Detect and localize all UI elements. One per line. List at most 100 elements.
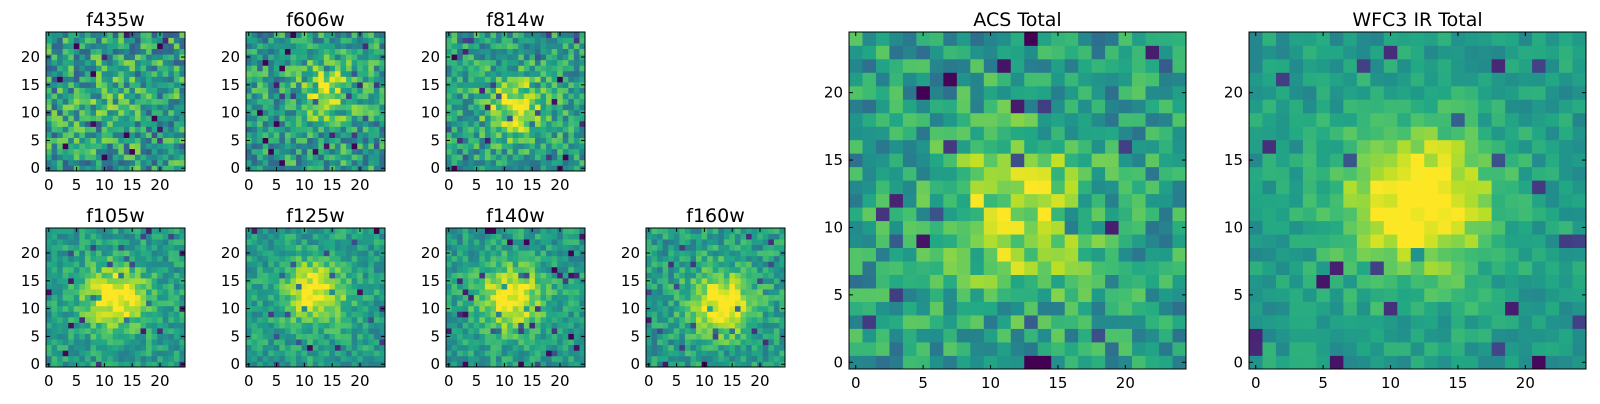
heatmap-cell	[763, 334, 769, 340]
heatmap-cell	[513, 284, 519, 290]
heatmap-cell	[152, 99, 158, 105]
heatmap-cell	[713, 356, 719, 362]
heatmap-cell	[452, 267, 458, 273]
heatmap-cell	[279, 323, 285, 329]
heatmap-cell	[85, 267, 91, 273]
heatmap-cell	[324, 76, 330, 82]
heatmap-cell	[163, 149, 169, 155]
heatmap-cell	[313, 350, 319, 356]
heatmap-cell	[496, 104, 502, 110]
heatmap-cell	[318, 245, 324, 251]
heatmap-cell	[568, 361, 574, 367]
heatmap-cell	[657, 323, 663, 329]
heatmap-cell	[546, 272, 552, 278]
heatmap-cell	[57, 261, 63, 267]
heatmap-cell	[752, 350, 758, 356]
heatmap-cell	[518, 345, 524, 351]
heatmap-cell	[446, 149, 452, 155]
heatmap-cell	[490, 99, 496, 105]
heatmap-cell	[174, 272, 180, 278]
heatmap-cell	[374, 356, 380, 362]
heatmap-cell	[135, 54, 141, 60]
heatmap-cell	[474, 317, 480, 323]
heatmap-cell	[652, 267, 658, 273]
heatmap-cell	[452, 272, 458, 278]
heatmap-cell	[496, 339, 502, 345]
heatmap-cell	[696, 317, 702, 323]
heatmap-cell	[729, 328, 735, 334]
heatmap-cell	[52, 160, 58, 166]
heatmap-cell	[124, 234, 130, 240]
heatmap-cell	[552, 234, 558, 240]
heatmap-cell	[724, 323, 730, 329]
heatmap-cell	[307, 350, 313, 356]
heatmap-cell	[335, 245, 341, 251]
heatmap-cell	[307, 245, 313, 251]
heatmap-cell	[984, 207, 998, 221]
heatmap-cell	[507, 228, 513, 234]
heatmap-cell	[474, 334, 480, 340]
heatmap-cell	[113, 239, 119, 245]
heatmap-cell	[90, 306, 96, 312]
heatmap-cell	[363, 361, 369, 367]
heatmap-cell	[1011, 221, 1025, 235]
heatmap-cell	[468, 345, 474, 351]
heatmap-cell	[507, 154, 513, 160]
heatmap-cell	[168, 121, 174, 127]
heatmap-cell	[102, 245, 108, 251]
heatmap-cell	[368, 54, 374, 60]
heatmap-cell	[490, 71, 496, 77]
heatmap-cell	[674, 311, 680, 317]
heatmap-cell	[574, 272, 580, 278]
heatmap-cell	[452, 256, 458, 262]
heatmap-cell	[579, 317, 585, 323]
heatmap-cell	[518, 165, 524, 171]
heatmap-cell	[113, 149, 119, 155]
heatmap-cell	[563, 115, 569, 121]
heatmap-cell	[68, 93, 74, 99]
heatmap-cell	[246, 76, 252, 82]
heatmap-cell	[346, 339, 352, 345]
heatmap-cell	[324, 289, 330, 295]
heatmap-cell	[1078, 342, 1092, 356]
heatmap-cell	[68, 317, 74, 323]
heatmap-cell	[568, 82, 574, 88]
heatmap-cell	[141, 339, 147, 345]
heatmap-cell	[702, 317, 708, 323]
x-tick-label-f606w: 10	[295, 176, 314, 194]
heatmap-cell	[557, 143, 563, 149]
heatmap-cell	[768, 245, 774, 251]
heatmap-cell	[552, 165, 558, 171]
heatmap-cell	[90, 143, 96, 149]
heatmap-cell	[313, 278, 319, 284]
heatmap-cell	[268, 71, 274, 77]
heatmap-cell	[307, 278, 313, 284]
heatmap-cell	[563, 323, 569, 329]
heatmap-cell	[274, 49, 280, 55]
heatmap-cell	[329, 121, 335, 127]
heatmap-cell	[563, 261, 569, 267]
heatmap-cell	[157, 60, 163, 66]
heatmap-cell	[285, 334, 291, 340]
heatmap-cell	[718, 261, 724, 267]
y-tick-label-f105w: 0	[30, 355, 40, 373]
heatmap-cell	[363, 284, 369, 290]
heatmap-cell	[707, 278, 713, 284]
heatmap-cell	[152, 71, 158, 77]
heatmap-cell	[268, 345, 274, 351]
heatmap-cell	[507, 38, 513, 44]
heatmap-cell	[63, 234, 69, 240]
heatmap-cell	[507, 339, 513, 345]
heatmap-cell	[735, 345, 741, 351]
heatmap-cell	[763, 256, 769, 262]
heatmap-cell	[352, 143, 358, 149]
heatmap-cell	[335, 256, 341, 262]
x-tick-label-f125w: 15	[323, 372, 342, 390]
heatmap-cell	[557, 311, 563, 317]
heatmap-cell	[713, 284, 719, 290]
heatmap-cell	[313, 121, 319, 127]
heatmap-cell	[1078, 275, 1092, 289]
heatmap-cell	[774, 339, 780, 345]
heatmap-cell	[268, 82, 274, 88]
heatmap-cell	[502, 295, 508, 301]
